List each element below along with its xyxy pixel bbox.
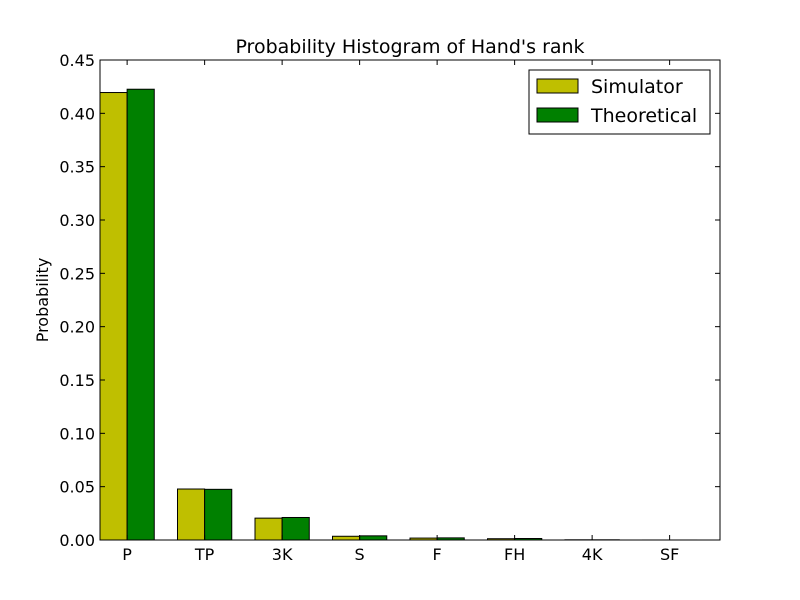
y-axis-ticks: 0.00 0.05 0.10 0.15 0.20 0.25 0.30 0.35 0.40 0.45 xyxy=(59,51,720,550)
bar-theoretical-3k xyxy=(281,516,310,541)
y-tick-label: 0.40 xyxy=(59,104,95,123)
bar-simulator-tp xyxy=(177,488,206,541)
x-tick-label: SF xyxy=(660,545,679,564)
chart-title: Probability Histogram of Hand's rank xyxy=(235,36,584,58)
x-tick-label: F xyxy=(433,545,442,564)
bar-theoretical-tp xyxy=(204,488,233,541)
bar-theoretical-s xyxy=(359,535,388,541)
x-axis-ticks: P TP 3K S F FH 4K SF xyxy=(122,60,679,564)
bar-simulator-3k xyxy=(254,517,283,541)
bar-simulator-s xyxy=(332,535,361,541)
legend-swatch-simulator xyxy=(536,78,579,94)
legend-label-theoretical: Theoretical xyxy=(590,105,697,127)
legend[interactable]: Simulator Theoretical xyxy=(528,69,711,135)
y-tick-label: 0.00 xyxy=(59,531,95,550)
y-tick-label: 0.45 xyxy=(59,51,95,70)
y-tick-label: 0.20 xyxy=(59,318,95,337)
y-axis-label: Probability xyxy=(33,258,52,343)
x-tick-label: FH xyxy=(504,545,525,564)
x-tick-label: P xyxy=(122,545,132,564)
y-tick-label: 0.05 xyxy=(59,478,95,497)
plot-background xyxy=(100,60,720,540)
plot-area: 0.00 0.05 0.10 0.15 0.20 0.25 0.30 0.35 0.40 0.45… xyxy=(59,51,721,564)
x-tick-label: TP xyxy=(194,545,215,564)
legend-label-simulator: Simulator xyxy=(591,76,683,98)
plot-frame xyxy=(99,59,721,541)
bar-simulator-p xyxy=(99,92,128,541)
y-tick-label: 0.10 xyxy=(59,424,95,443)
y-tick-label: 0.25 xyxy=(59,264,95,283)
x-tick-label: 3K xyxy=(272,545,293,564)
x-tick-label: S xyxy=(355,545,365,564)
legend-swatch-theoretical xyxy=(536,107,579,123)
x-tick-label: 4K xyxy=(582,545,603,564)
y-tick-label: 0.35 xyxy=(59,158,95,177)
y-tick-label: 0.30 xyxy=(59,211,95,230)
bar-theoretical-p xyxy=(126,88,155,541)
y-tick-label: 0.15 xyxy=(59,371,95,390)
